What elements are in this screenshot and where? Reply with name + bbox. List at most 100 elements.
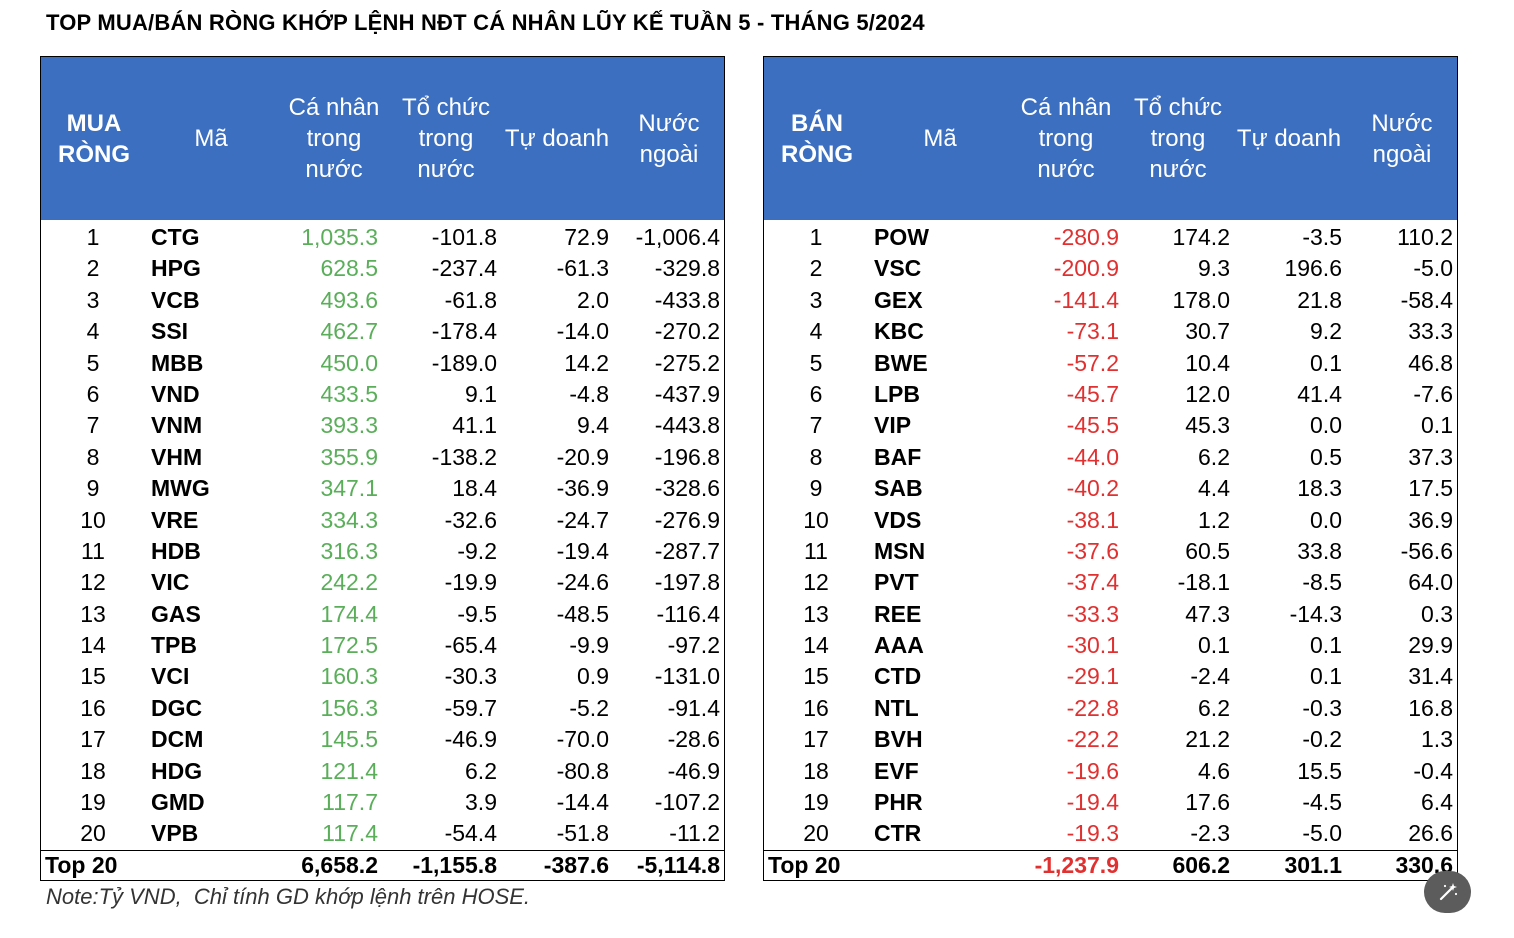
cell-rank: 4 [86, 318, 100, 345]
cell-proprietary: -4.8 [569, 380, 609, 407]
cell-proprietary: -48.5 [556, 600, 609, 627]
cell-individual: 450.0 [320, 349, 378, 376]
net-buy-header: MUA RÒNG Mã Cá nhân trong nước Tổ chức t… [41, 57, 724, 220]
net-buy-total-row: Top 20 6,658.2 -1,155.8 -387.6 -5,114.8 [41, 850, 724, 881]
cell-rank: 13 [803, 600, 829, 627]
cell-foreign: 31.4 [1408, 663, 1453, 690]
cell-institution: -19.9 [444, 569, 497, 596]
cell-code: VIC [151, 569, 190, 596]
header-proprietary: Tự doanh [504, 125, 610, 152]
cell-individual: 242.2 [320, 569, 378, 596]
cell-individual: 1,035.3 [301, 224, 378, 250]
cell-proprietary: 0.9 [577, 663, 609, 690]
cell-code: HPG [151, 255, 201, 282]
cell-institution: -189.0 [431, 349, 497, 376]
cell-institution: 10.4 [1185, 349, 1230, 376]
cell-rank: 15 [803, 663, 829, 690]
cell-individual: -45.7 [1066, 380, 1119, 407]
cell-individual: 316.3 [320, 537, 378, 564]
cell-proprietary: -51.8 [556, 820, 609, 847]
cell-rank: 5 [809, 349, 823, 376]
cell-proprietary: -24.7 [556, 506, 609, 533]
cell-individual: 334.3 [320, 506, 378, 533]
cell-institution: -101.8 [431, 224, 497, 250]
cell-rank: 7 [86, 412, 100, 439]
cell-code: SSI [151, 318, 189, 345]
cell-institution: 60.5 [1185, 537, 1230, 564]
cell-individual: -22.8 [1066, 694, 1119, 721]
cell-rank: 14 [803, 632, 829, 659]
table-row: 19 GMD 117.7 3.9 -14.4 -107.2 [41, 787, 724, 818]
cell-code: VCI [151, 663, 190, 690]
cell-rank: 16 [803, 694, 829, 721]
table-row: 4 SSI 462.7 -178.4 -14.0 -270.2 [41, 316, 724, 347]
cell-individual: -141.4 [1053, 286, 1119, 313]
cell-rank: 7 [809, 412, 823, 439]
cell-individual: 172.5 [320, 632, 378, 659]
cell-foreign: -7.6 [1413, 380, 1453, 407]
cell-foreign: 1.3 [1421, 726, 1453, 753]
cell-individual: 462.7 [320, 318, 378, 345]
cell-individual: -57.2 [1066, 349, 1119, 376]
cell-foreign: -58.4 [1400, 286, 1453, 313]
total-label: Top 20 [45, 852, 118, 878]
cell-code: VIP [874, 412, 912, 439]
cell-rank: 9 [809, 475, 823, 502]
cell-proprietary: -8.5 [1302, 569, 1342, 596]
cell-institution: 1.2 [1198, 506, 1230, 533]
cell-code: CTG [151, 224, 200, 250]
table-row: 5 BWE -57.2 10.4 0.1 46.8 [764, 348, 1457, 379]
cell-code: VHM [151, 443, 203, 470]
cell-code: NTL [874, 694, 919, 721]
cell-individual: 117.7 [322, 789, 378, 816]
cell-individual: -37.4 [1066, 569, 1119, 596]
cell-code: VNM [151, 412, 203, 439]
cell-foreign: -276.9 [654, 506, 720, 533]
cell-individual: 347.1 [320, 475, 378, 502]
cell-code: VND [151, 380, 200, 407]
cell-rank: 2 [809, 255, 823, 282]
cell-individual: 145.5 [320, 726, 378, 753]
cell-institution: -32.6 [444, 506, 497, 533]
cell-proprietary: 72.9 [564, 224, 609, 250]
cell-rank: 19 [80, 789, 106, 816]
cell-foreign: 17.5 [1408, 475, 1453, 502]
table-row: 13 REE -33.3 47.3 -14.3 0.3 [764, 599, 1457, 630]
cell-proprietary: 2.0 [577, 286, 609, 313]
cell-code: VDS [874, 506, 922, 533]
cell-code: VRE [151, 506, 199, 533]
cell-code: VCB [151, 286, 200, 313]
cell-institution: 3.9 [465, 789, 497, 816]
cell-institution: 12.0 [1185, 380, 1230, 407]
cell-foreign: -433.8 [654, 286, 720, 313]
cell-proprietary: -80.8 [556, 757, 609, 784]
cell-institution: 9.1 [465, 380, 497, 407]
magic-edit-button[interactable] [1424, 871, 1471, 913]
footnote: Note:Tỷ VND, Chỉ tính GD khớp lệnh trên … [46, 884, 531, 909]
cell-code: POW [874, 224, 929, 250]
cell-proprietary: -3.5 [1302, 224, 1342, 250]
table-row: 10 VDS -38.1 1.2 0.0 36.9 [764, 505, 1457, 536]
table-row: 11 HDB 316.3 -9.2 -19.4 -287.7 [41, 536, 724, 567]
cell-rank: 18 [80, 757, 106, 784]
table-row: 17 DCM 145.5 -46.9 -70.0 -28.6 [41, 724, 724, 755]
cell-rank: 6 [86, 380, 100, 407]
table-row: 18 EVF -19.6 4.6 15.5 -0.4 [764, 756, 1457, 787]
cell-code: PHR [874, 789, 923, 816]
cell-rank: 3 [809, 286, 823, 313]
cell-code: BVH [874, 726, 923, 753]
table-row: 20 CTR -19.3 -2.3 -5.0 26.6 [764, 818, 1457, 849]
cell-code: HDG [151, 757, 203, 784]
cell-institution: 41.1 [452, 412, 497, 439]
cell-code: GMD [151, 789, 205, 816]
table-row: 11 MSN -37.6 60.5 33.8 -56.6 [764, 536, 1457, 567]
table-row: 15 CTD -29.1 -2.4 0.1 31.4 [764, 661, 1457, 692]
table-row: 6 VND 433.5 9.1 -4.8 -437.9 [41, 379, 724, 410]
cell-code: BWE [874, 349, 928, 376]
table-row: 20 VPB 117.4 -54.4 -51.8 -11.2 [41, 818, 724, 849]
cell-proprietary: 0.0 [1310, 506, 1342, 533]
cell-foreign: -0.4 [1413, 757, 1453, 784]
cell-proprietary: -0.3 [1302, 694, 1342, 721]
cell-proprietary: -5.0 [1302, 820, 1342, 847]
cell-institution: 17.6 [1185, 789, 1230, 816]
